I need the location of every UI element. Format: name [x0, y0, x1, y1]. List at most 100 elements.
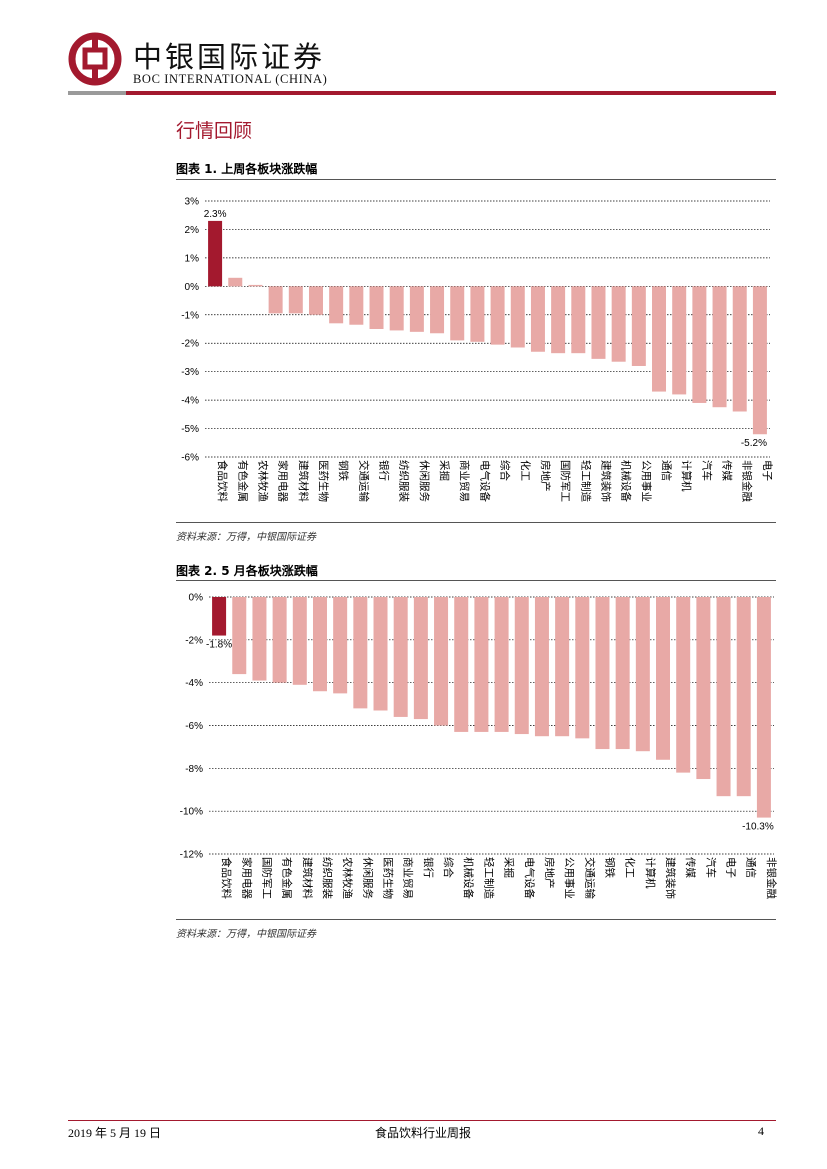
category-label: 休闲服务 [361, 857, 374, 899]
bar [490, 286, 505, 345]
category-label: 电子 [725, 857, 738, 878]
category-label: 医药生物 [317, 460, 330, 502]
bar [409, 286, 424, 332]
figure-2-bottom-rule [176, 919, 776, 920]
bar [611, 286, 626, 362]
bar [555, 597, 570, 737]
category-label: 综合 [499, 460, 512, 481]
chart-1: 3% 2% 1% 0% -1% -2% -3% -4% -5% -6% 食品饮料 有色金属 农林牧渔 家用… [181, 197, 774, 503]
y-tick-label: 0% [189, 593, 204, 604]
bar [349, 286, 364, 325]
bar [208, 220, 223, 287]
data-label: -10.3% [742, 822, 774, 833]
category-label: 采掘 [503, 857, 516, 878]
category-label: 食品饮料 [216, 460, 229, 502]
category-label: 化工 [519, 460, 532, 481]
bar [252, 597, 267, 681]
category-label: 通信 [745, 857, 757, 878]
bar [716, 597, 731, 797]
bar [434, 597, 449, 726]
bar [494, 597, 509, 732]
category-label: 房地产 [539, 460, 552, 492]
category-label: 传媒 [684, 857, 697, 878]
category-label: 国防军工 [559, 460, 572, 502]
bar [756, 597, 771, 818]
category-label: 机械设备 [620, 460, 633, 502]
bar [530, 286, 545, 352]
y-tick-label: 0% [185, 282, 200, 293]
y-tick-label: -10% [180, 807, 203, 818]
bar [292, 597, 307, 685]
figure-2-source: 资料来源：万得，中银国际证券 [176, 929, 316, 940]
bar [312, 597, 327, 692]
category-label: 钢铁 [603, 857, 616, 878]
category-label: 钢铁 [337, 460, 350, 481]
footer-date: 2019 年 5 月 19 日 [68, 1126, 162, 1140]
bar [595, 597, 610, 750]
category-label: 银行 [422, 857, 435, 878]
category-label: 家用电器 [240, 857, 253, 899]
bar [373, 597, 388, 711]
bar [591, 286, 606, 359]
y-tick-label: 1% [185, 253, 200, 264]
data-label: 2.3% [204, 209, 227, 220]
y-tick-label: -12% [180, 850, 203, 861]
y-tick-label: -6% [181, 453, 199, 464]
category-label: 交通运输 [583, 857, 596, 899]
header-rule-accent [68, 91, 126, 95]
category-label: 有色金属 [236, 460, 249, 502]
category-label: 机械设备 [462, 857, 475, 899]
category-label: 食品饮料 [220, 857, 233, 899]
category-label: 国防军工 [260, 857, 273, 899]
bar [369, 286, 384, 329]
category-label: 通信 [660, 460, 672, 481]
category-label: 汽车 [704, 857, 717, 878]
bar [413, 597, 428, 720]
category-label: 交通运输 [357, 460, 370, 502]
figure-2-top-rule [176, 580, 776, 581]
figure-1-bottom-rule [176, 522, 776, 523]
category-label: 纺织服装 [398, 460, 411, 502]
category-label: 建筑材料 [301, 857, 314, 899]
bar [389, 286, 404, 331]
bar [696, 597, 711, 780]
y-tick-label: 3% [185, 197, 200, 208]
brand-title-en: BOC INTERNATIONAL (CHINA) [133, 72, 328, 86]
category-label: 非银金融 [765, 857, 778, 899]
bar [656, 597, 671, 760]
bar [672, 286, 687, 395]
bar [474, 597, 489, 732]
category-label: 采掘 [438, 460, 451, 481]
bar [534, 597, 549, 737]
category-label: 电气设备 [478, 460, 491, 502]
chart-2: 0%-2%-4%-6%-8%-10%-12%食品饮料 家用电器 国防军工 有色金属 建筑… [180, 593, 778, 900]
data-label: -5.2% [741, 438, 767, 449]
y-tick-label: -4% [185, 678, 203, 689]
category-label: 建筑装饰 [664, 857, 677, 899]
figure-2-title: 图表 2. 5 月各板块涨跌幅 [176, 564, 318, 578]
bar [676, 597, 691, 773]
y-tick-label: -1% [181, 310, 199, 321]
y-tick-label: -3% [181, 367, 199, 378]
category-label: 医药生物 [382, 857, 395, 899]
category-label: 农林牧渔 [256, 460, 269, 502]
bar [692, 286, 707, 403]
bar [232, 597, 247, 675]
bar [212, 597, 227, 636]
category-label: 房地产 [543, 857, 556, 889]
category-label: 轻工制造 [482, 857, 495, 899]
bar [329, 286, 344, 324]
category-label: 建筑装饰 [599, 460, 612, 502]
bar [272, 597, 287, 683]
bar [631, 286, 646, 366]
bar [551, 286, 566, 354]
bar [712, 286, 727, 408]
bar [510, 286, 525, 348]
bar [736, 597, 751, 797]
figure-1-top-rule [176, 179, 776, 180]
bar [652, 286, 667, 392]
bar [615, 597, 630, 750]
category-label: 计算机 [680, 460, 693, 492]
category-label: 公用事业 [640, 460, 653, 502]
bar [228, 277, 243, 287]
